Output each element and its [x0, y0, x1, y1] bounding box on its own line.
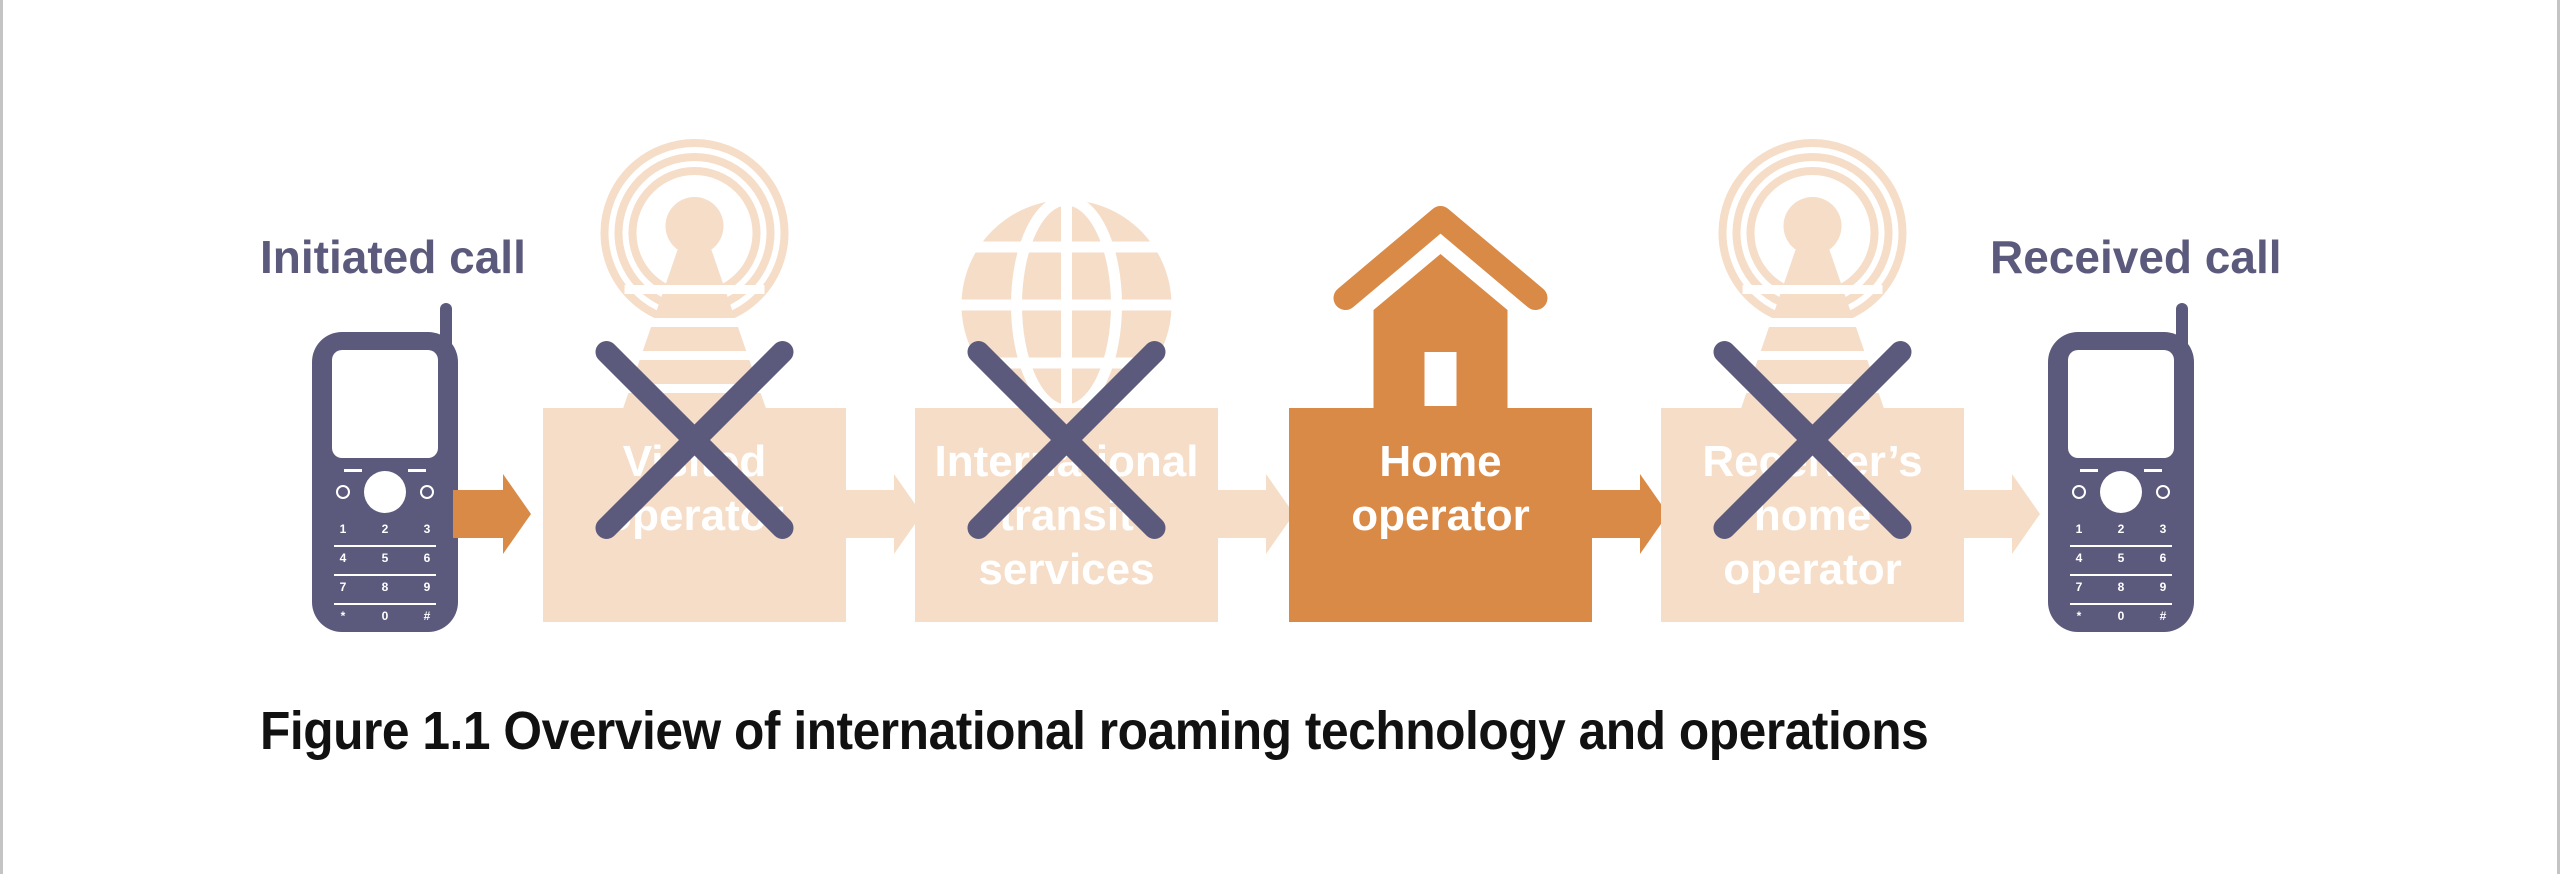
operator-label: services	[978, 545, 1154, 594]
flow-arrow	[1962, 474, 2040, 554]
blocked-cross-icon	[595, 341, 794, 539]
blocked-cross-icon	[967, 341, 1166, 539]
tower-icon	[600, 139, 789, 410]
phone-key: 0	[2118, 609, 2125, 623]
phone-key: 3	[2160, 522, 2167, 536]
phone-key: *	[2077, 609, 2082, 623]
operator-label: operator	[1723, 545, 1901, 594]
roaming-diagram: 1 2 34 5 67 8 9* 0 #1 2 34 5 67 8 9* 0 #VisitedoperatorI…	[260, 139, 2282, 632]
phone-key: 5	[382, 551, 389, 565]
phone-key: 4	[340, 551, 347, 565]
received-call-phone: 1 2 3 4 5 6 7 8 9 * 0 #	[2048, 303, 2194, 632]
phone-key: 8	[2118, 580, 2125, 594]
phone-key: 0	[382, 609, 389, 623]
received-call-label: Received call	[1990, 231, 2282, 283]
phone-key: 9	[424, 580, 431, 594]
operator-label: home	[1754, 491, 1871, 540]
phone-key: 6	[424, 551, 431, 565]
flow-arrow	[1216, 474, 1294, 554]
flow-arrow	[453, 474, 531, 554]
house-icon	[1333, 206, 1548, 420]
phone-key: 2	[2118, 522, 2125, 536]
phone-key: 1	[340, 522, 347, 536]
figure-caption: Figure 1.1 Overview of international roa…	[260, 701, 1929, 761]
phone-key: 3	[424, 522, 431, 536]
phone-key: #	[424, 609, 431, 623]
phone-key: 9	[2160, 580, 2167, 594]
blocked-cross-icon	[1713, 341, 1912, 539]
globe-icon	[961, 194, 1172, 416]
flow-arrow	[1590, 474, 1668, 554]
operator-label: Home	[1379, 437, 1501, 486]
flow-arrow	[844, 474, 922, 554]
tower-icon	[1718, 139, 1907, 410]
phone-key: 8	[382, 580, 389, 594]
phone-key: 5	[2118, 551, 2125, 565]
phone-key: 6	[2160, 551, 2167, 565]
initiated-call-phone: 1 2 3 4 5 6 7 8 9 * 0 #	[312, 303, 458, 632]
phone-key: 2	[382, 522, 389, 536]
operator-box	[1289, 408, 1592, 622]
phone-key: 7	[340, 580, 347, 594]
phone-key: 1	[2076, 522, 2083, 536]
phone-key: 7	[2076, 580, 2083, 594]
initiated-call-label: Initiated call	[260, 231, 526, 283]
phone-key: #	[2160, 609, 2167, 623]
operator-label: operator	[1351, 491, 1529, 540]
phone-key: 4	[2076, 551, 2083, 565]
phone-key: *	[341, 609, 346, 623]
